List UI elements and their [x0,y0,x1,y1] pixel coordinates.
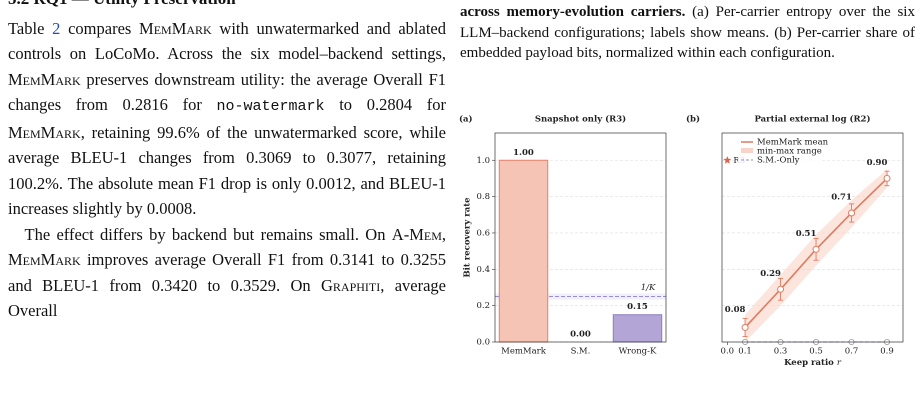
legend-swatch [741,148,753,153]
caption-bold: across memory-evolution carriers. [460,4,686,20]
mean-point [883,174,891,182]
y-tick-label: 1.0 [476,156,490,166]
x-tick-label: 0.1 [738,347,752,357]
annotation-star [723,156,732,164]
text: Table [8,18,53,38]
text: , average Overall [8,275,446,321]
plot-frame [721,132,904,343]
text: , retaining 99.6% of the unwatermarked s… [8,122,446,219]
code: no-watermark [216,98,325,115]
mean-point [741,323,749,331]
value-label: 0.08 [725,305,746,315]
method-name: MemMark [8,122,81,142]
text: with unwatermarked and ablated controls … [8,18,446,64]
x-tick-label: 0.3 [774,347,788,357]
panel-label: (b) [686,114,700,125]
text: improves average Overall F1 from 0.3141 … [8,250,446,295]
paragraph: Table 2 compares MemMark with unwatermar… [8,16,446,222]
section-heading: 5.2 RQ1 — Utility Preservation [8,0,446,12]
value-label: 0.29 [760,269,781,279]
value-label: 0.51 [796,229,817,239]
text: , [441,224,446,244]
method-name: MemMark [8,250,81,269]
bar [498,159,549,343]
x-tick-label: 0.0 [721,347,735,357]
x-tick-label: 0.5 [809,347,823,357]
method-name: MemMark [8,69,81,89]
mean-point [812,245,820,253]
y-tick-label: 0.0 [476,338,490,348]
value-label: 0.15 [627,302,648,312]
backend-name: A-Mem [391,224,442,244]
mean-point [777,285,785,293]
y-tick-label: 0.6 [476,228,490,238]
text: The effect differs by backend but remain… [24,224,392,244]
legend-label: MemMark mean [757,138,829,148]
x-tick-label: Wrong-K [619,347,657,357]
text: preserves downstream utility: the averag… [8,69,446,115]
legend-label: S.M.-Only [757,156,800,166]
figure-caption: across memory-evolution carriers. (a) Pe… [460,2,915,64]
method-name: MemMark [139,18,212,38]
x-axis-label-text: Keep ratio [784,358,837,368]
value-label: 0.00 [570,330,591,340]
panel-label: (a) [459,114,473,125]
value-label: 0.71 [831,192,852,202]
x-tick-label: 0.9 [880,347,894,357]
reference-label: 1/K [641,283,656,293]
x-tick-label: S.M. [571,347,591,357]
y-tick-label: 0.4 [476,265,490,275]
plot-frame [494,132,667,343]
mean-point [848,209,856,217]
table-ref[interactable]: 2 [52,18,61,38]
x-axis-label-var: r [837,358,842,368]
caption-text: (a) Per-carrier entropy over the six LLM… [460,4,915,61]
backend-name: Graphiti [320,275,381,295]
x-tick-label: 0.7 [845,347,859,357]
chart-title: Partial external log (R2) [755,114,871,125]
y-axis-label: Bit recovery rate [463,197,473,278]
value-label: 0.90 [867,158,888,168]
left-column: 5.2 RQ1 — Utility Preservation Table 2 c… [8,0,446,324]
text: to 0.2804 for [324,95,446,114]
x-tick-label: MemMark [501,347,547,357]
text: compares [60,18,140,38]
paragraph: The effect differs by backend but remain… [8,222,446,324]
legend-label: min-max range [757,147,822,157]
bar [612,314,663,343]
x-axis-label: Keep ratio r [784,358,842,368]
chart-title: Snapshot only (R3) [535,114,626,125]
value-label: 1.00 [513,148,534,158]
y-tick-label: 0.8 [476,192,490,202]
y-tick-label: 0.2 [476,301,490,311]
